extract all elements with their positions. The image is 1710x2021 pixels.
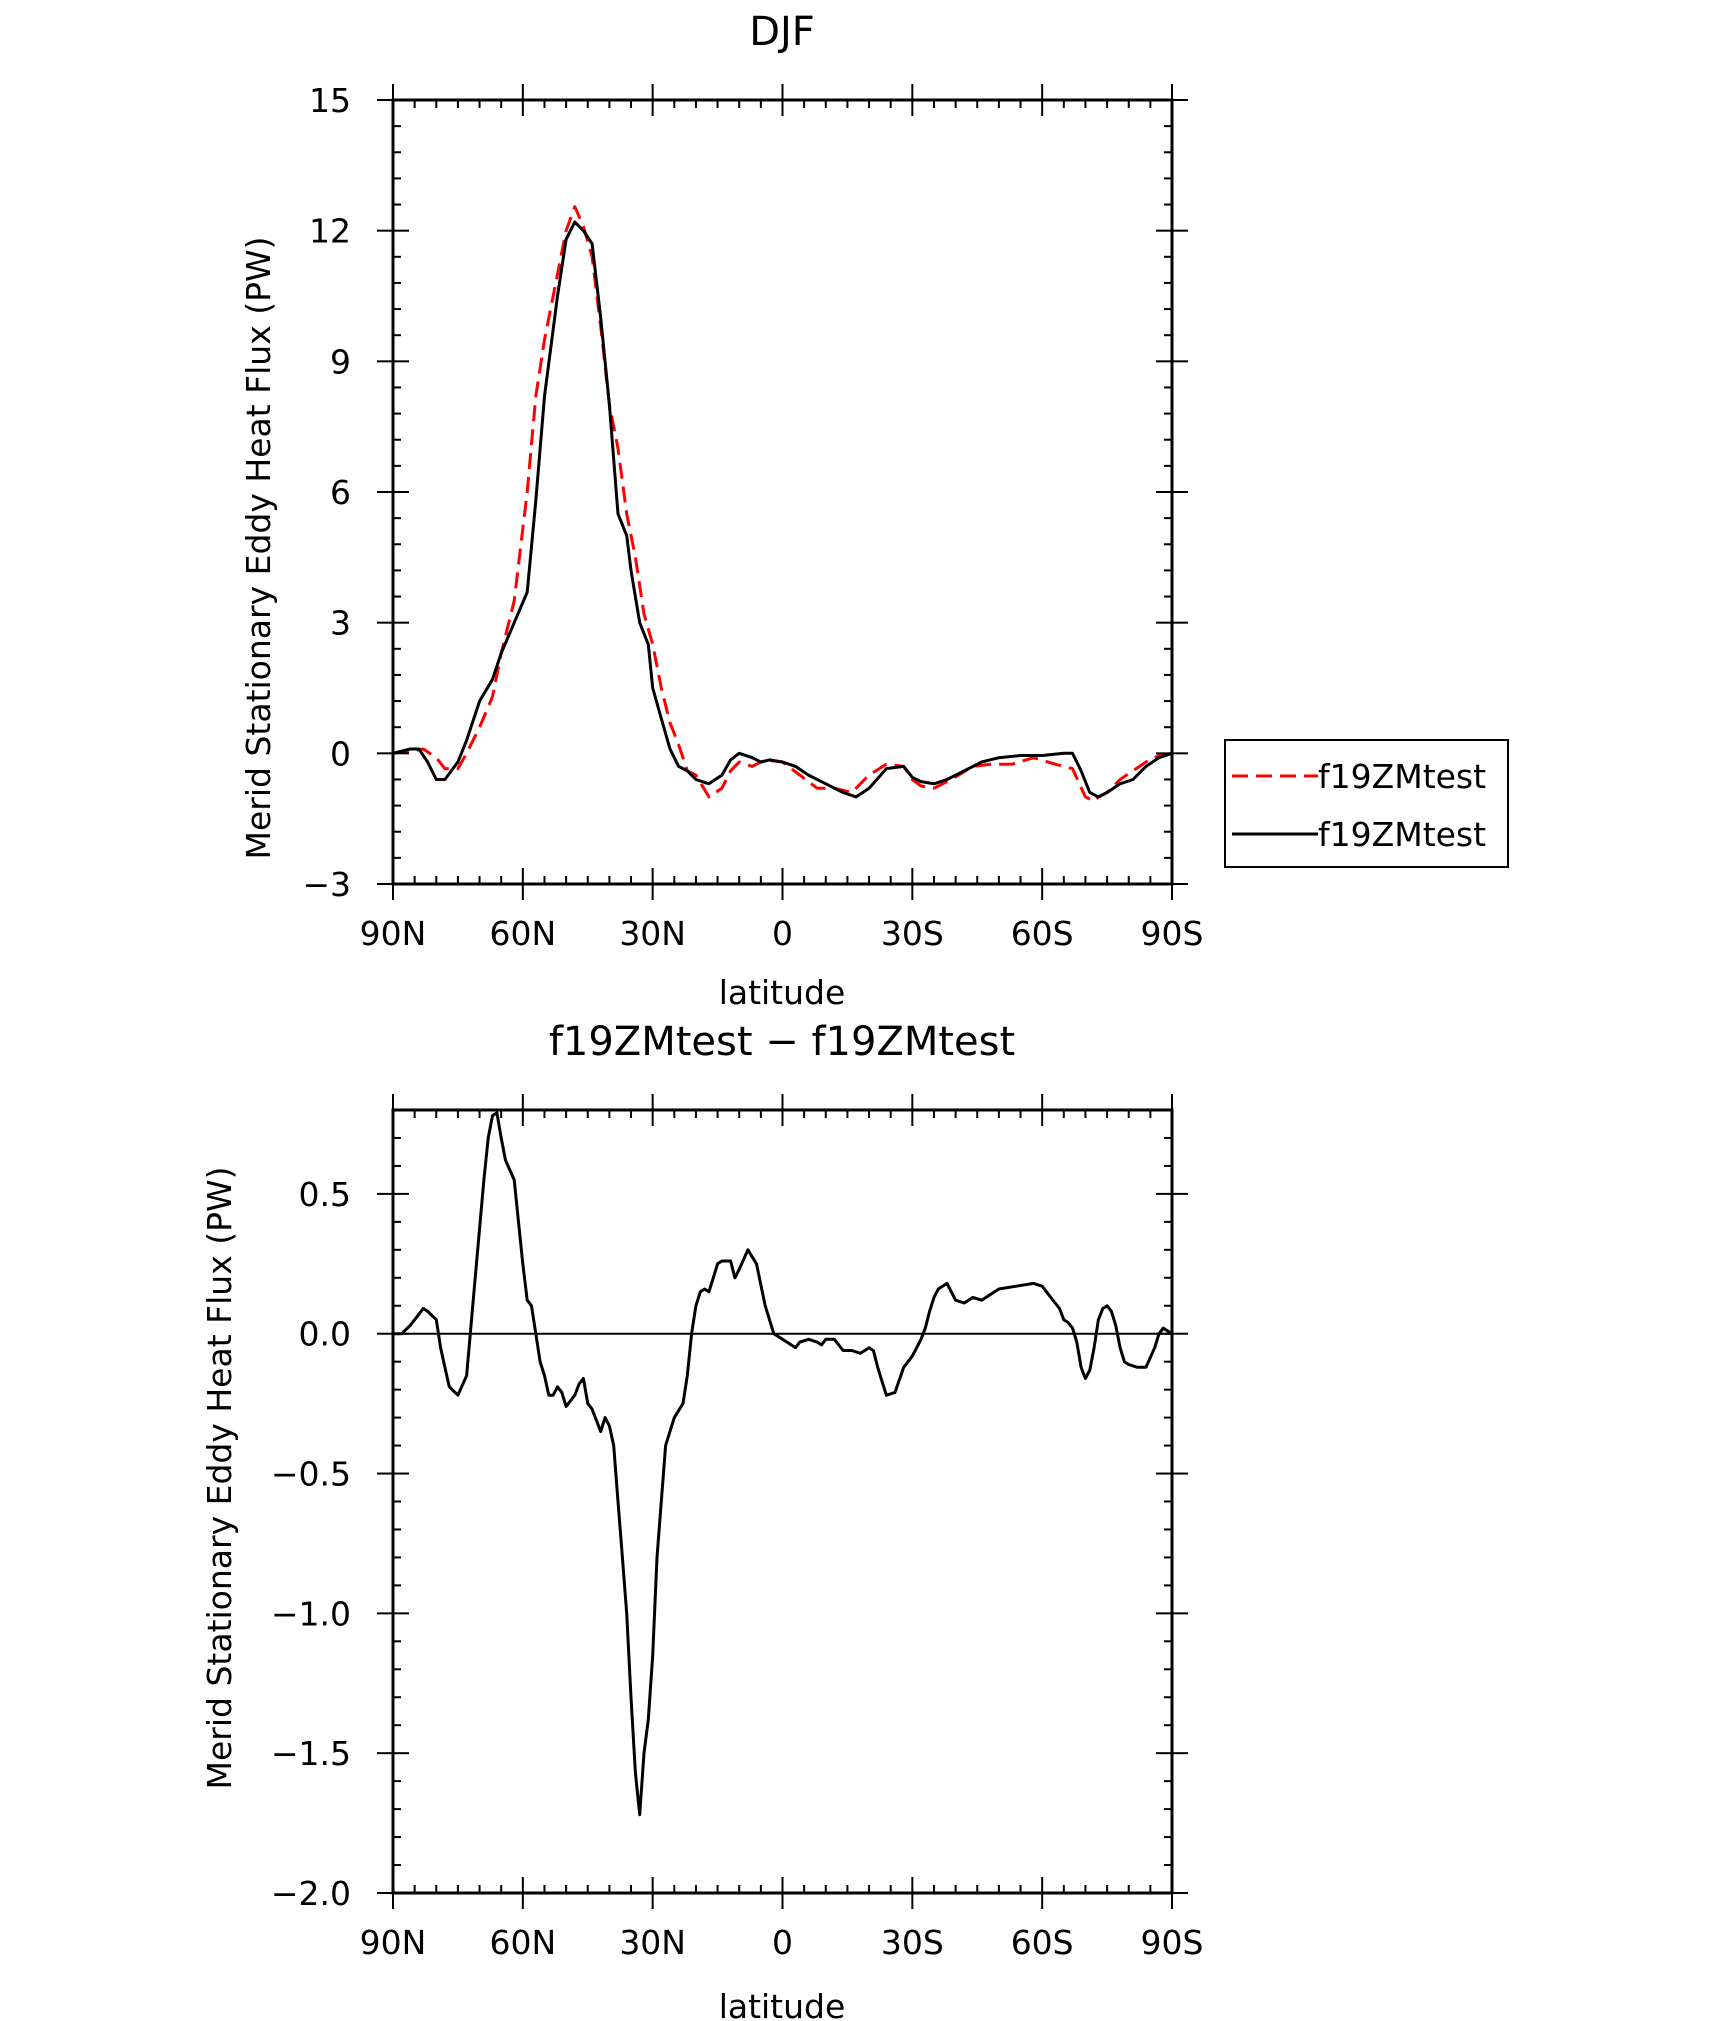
y-tick-label: 15 [309, 81, 351, 120]
plot-frame [391, 98, 1174, 886]
legend-label-2: f19ZMtest [1318, 815, 1486, 854]
y-tick-label: 12 [309, 212, 351, 251]
y-tick-label: 9 [330, 342, 351, 381]
x-tick-label: 0 [772, 1923, 793, 1962]
plot-frame [391, 1108, 1174, 1895]
x-tick-label: 30S [881, 1923, 944, 1962]
chart-axes: 90N 60N 30N 0 30S 60S 90S −3 0 3 6 9 12 15 [302, 81, 1203, 953]
y-tick-label: 0 [330, 734, 351, 773]
series-line-1 [392, 205, 1173, 803]
x-axis-label: latitude [719, 1987, 846, 2021]
chart-marks [392, 205, 1173, 803]
x-tick-label: 60S [1011, 914, 1074, 953]
y-tick-label: −3 [302, 865, 351, 904]
series-line-2 [392, 220, 1173, 799]
series-line-1 [393, 1111, 1173, 1817]
x-tick-label: 30N [619, 1923, 686, 1962]
legend-box [1224, 739, 1509, 868]
y-tick-label: 3 [330, 604, 351, 643]
x-tick-label: 0 [772, 914, 793, 953]
chart-djf: DJF latitude Merid Stationary Eddy Heat … [239, 9, 1509, 1012]
legend: f19ZMtest f19ZMtest [1224, 739, 1509, 868]
x-tick-label: 60N [489, 914, 556, 953]
chart-marks [393, 1111, 1173, 1817]
x-tick-label: 60N [489, 1923, 556, 1962]
y-tick-label: 0.5 [299, 1175, 351, 1214]
x-tick-label: 90N [360, 914, 427, 953]
x-tick-label: 90N [360, 1923, 427, 1962]
y-axis-label: Merid Stationary Eddy Heat Flux (PW) [239, 237, 278, 860]
y-tick-label: 6 [330, 473, 351, 512]
x-tick-label: 30N [619, 914, 686, 953]
y-tick-label: −1.5 [271, 1734, 351, 1773]
chart-axes: 90N 60N 30N 0 30S 60S 90S −2.0 −1.5 −1.0 −0.5 0.0 0.… [271, 1094, 1204, 1962]
y-axis-label: Merid Stationary Eddy Heat Flux (PW) [200, 1167, 239, 1790]
legend-label-1: f19ZMtest [1318, 757, 1486, 796]
x-tick-label: 90S [1141, 914, 1204, 953]
x-tick-label: 60S [1011, 1923, 1074, 1962]
chart-title: DJF [749, 9, 815, 55]
y-tick-label: −2.0 [271, 1874, 351, 1913]
chart-title: f19ZMtest − f19ZMtest [549, 1019, 1015, 1065]
y-tick-label: −0.5 [271, 1455, 351, 1494]
y-tick-label: 0.0 [299, 1315, 351, 1354]
chart-difference: f19ZMtest − f19ZMtest latitude Merid Sta… [200, 1019, 1203, 2021]
x-axis-label: latitude [719, 973, 846, 1012]
x-tick-label: 30S [881, 914, 944, 953]
y-tick-label: −1.0 [271, 1594, 351, 1633]
x-tick-label: 90S [1141, 1923, 1204, 1962]
